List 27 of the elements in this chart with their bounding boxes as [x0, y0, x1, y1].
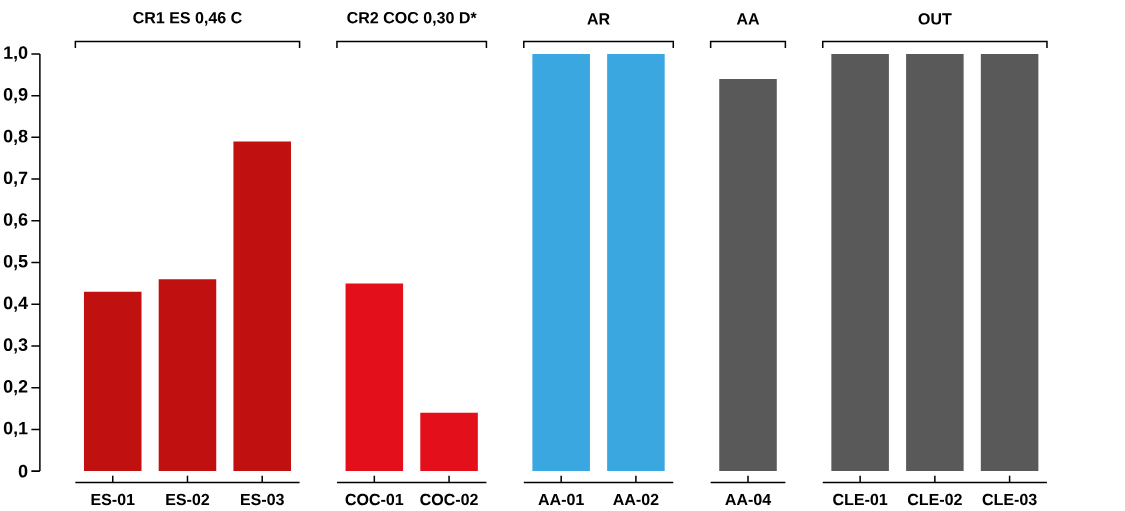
x-tick-label: COC-01: [345, 493, 404, 506]
x-tick-label: AA-01: [538, 493, 584, 506]
text: AA: [736, 13, 760, 25]
x-tick-label: AA-04: [725, 493, 772, 506]
y-tick-label: 0,6: [3, 213, 28, 229]
y-tick-label: 1,0: [4, 46, 28, 62]
x-tick-label: ES-03: [241, 493, 284, 506]
y-tick-label: 0,1: [3, 421, 28, 438]
y-tick-label: 0,7: [3, 171, 28, 187]
text: CR1 ES 0,46 C: [133, 12, 242, 26]
y-tick-label: 0: [18, 464, 28, 478]
x-tick-label: CLE-03: [982, 493, 1037, 506]
y-tick-label: 0,8: [3, 129, 28, 146]
y-tick-label: 0,4: [3, 296, 28, 312]
y-tick-label: 0,2: [3, 380, 28, 396]
y-tick-label: 0,3: [3, 338, 28, 354]
y-tick-label: 0,5: [3, 254, 28, 271]
text: CR2 COC 0,30 D*: [347, 12, 477, 26]
x-tick-label: AA-02: [613, 493, 659, 506]
x-tick-label: ES-01: [91, 493, 135, 506]
y-tick-label: 0,9: [3, 88, 28, 104]
x-tick-label: CLE-01: [833, 493, 888, 506]
x-tick-label: COC-02: [420, 493, 478, 506]
x-tick-label: ES-02: [166, 493, 210, 506]
text: AR: [587, 13, 610, 25]
x-tick-label: CLE-02: [907, 493, 962, 506]
text: OUT: [918, 13, 952, 25]
